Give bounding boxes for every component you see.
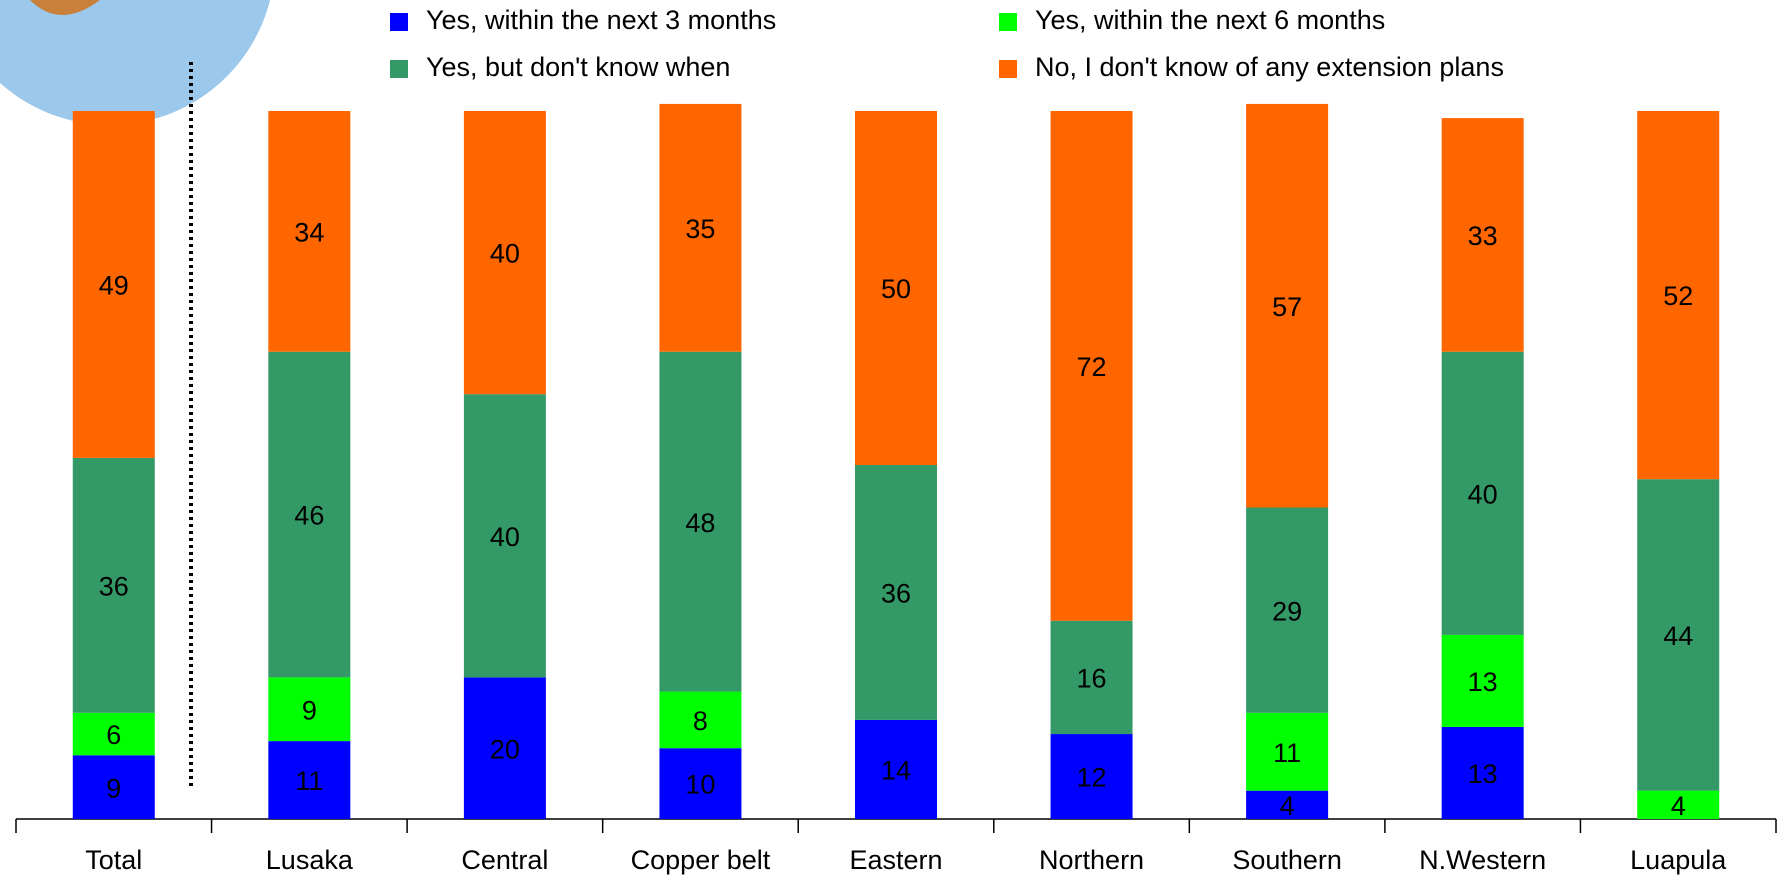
data-label: 13 (1468, 667, 1498, 697)
data-label: 6 (106, 720, 121, 750)
bar-segment (1050, 620, 1133, 735)
x-tick-label: N.Western (1419, 845, 1546, 875)
data-label: 12 (1077, 763, 1107, 793)
bar-segment (1637, 790, 1720, 819)
data-label: 9 (106, 773, 121, 803)
data-label: 57 (1272, 292, 1302, 322)
x-tick-label: Eastern (849, 845, 942, 875)
x-tick-label: Southern (1232, 845, 1342, 875)
data-label: 49 (99, 271, 129, 301)
x-tick-label: Copper belt (631, 845, 771, 875)
bar-segment (268, 111, 351, 352)
data-label: 4 (1280, 791, 1295, 821)
data-label: 35 (685, 214, 715, 244)
bar-segment (268, 741, 351, 819)
x-tick-label: Northern (1039, 845, 1144, 875)
legend-swatch (999, 13, 1017, 31)
legend-swatch (390, 13, 408, 31)
data-label: 52 (1663, 281, 1693, 311)
legend-label: No, I don't know of any extension plans (1035, 52, 1504, 82)
legend-label: Yes, but don't know when (426, 52, 730, 82)
data-label: 10 (685, 770, 715, 800)
x-tick-label: Luapula (1630, 845, 1727, 875)
bar-segment (1637, 111, 1720, 480)
bar-segment (1246, 507, 1329, 713)
data-label: 13 (1468, 759, 1498, 789)
decorative-globe (0, 0, 271, 125)
bar-segment (268, 351, 351, 678)
legend-swatch (999, 60, 1017, 78)
bar-segment (72, 111, 155, 458)
bar-segment (659, 748, 742, 819)
bar-segment (659, 351, 742, 692)
data-label: 16 (1077, 664, 1107, 694)
bar-segment (1246, 712, 1329, 791)
bar-segment (855, 719, 937, 819)
data-label: 46 (294, 501, 324, 531)
data-label: 48 (685, 508, 715, 538)
bar-segment (268, 677, 351, 742)
bar-segment (463, 677, 546, 819)
data-label: 11 (295, 766, 323, 796)
data-label: 11 (1273, 738, 1301, 768)
legend-swatch (390, 60, 408, 78)
data-label: 50 (881, 274, 911, 304)
bar-segment (1637, 479, 1720, 791)
data-label: 8 (693, 706, 708, 736)
data-label: 33 (1468, 221, 1498, 251)
x-tick-label: Central (461, 845, 548, 875)
data-label: 40 (490, 239, 520, 269)
data-label: 72 (1077, 352, 1107, 382)
decorative-shape (30, 0, 100, 15)
data-label: 40 (1468, 479, 1498, 509)
data-label: 20 (490, 734, 520, 764)
legend-label: Yes, within the next 3 months (426, 5, 776, 35)
data-label: 34 (294, 217, 324, 247)
bar-segment (1246, 103, 1329, 508)
bar-segment (1441, 726, 1524, 819)
bar-segment (72, 712, 155, 756)
legend-label: Yes, within the next 6 months (1035, 5, 1385, 35)
bar-segment (1050, 734, 1133, 819)
bar-segment (463, 111, 546, 395)
data-label: 40 (490, 522, 520, 552)
data-label: 14 (881, 756, 911, 786)
bar-segment (463, 394, 546, 678)
bar-segment (1441, 118, 1524, 352)
data-label: 29 (1272, 596, 1302, 626)
bar-segment (72, 755, 155, 819)
data-label: 9 (302, 695, 317, 725)
data-label: 44 (1663, 621, 1693, 651)
bar-segment (1246, 790, 1329, 819)
data-label: 4 (1671, 791, 1686, 821)
data-label: 36 (881, 579, 911, 609)
bar-segment (659, 691, 742, 749)
bar-segment (1050, 111, 1133, 621)
bar-segment (1441, 351, 1524, 635)
bar-segment (855, 111, 937, 465)
bar-segment (855, 465, 937, 720)
x-tick-label: Total (85, 845, 142, 875)
bar-segment (72, 457, 155, 713)
x-tick-label: Lusaka (266, 845, 354, 875)
data-label: 36 (99, 571, 129, 601)
bar-segment (659, 103, 742, 352)
bar-segment (1441, 634, 1524, 727)
